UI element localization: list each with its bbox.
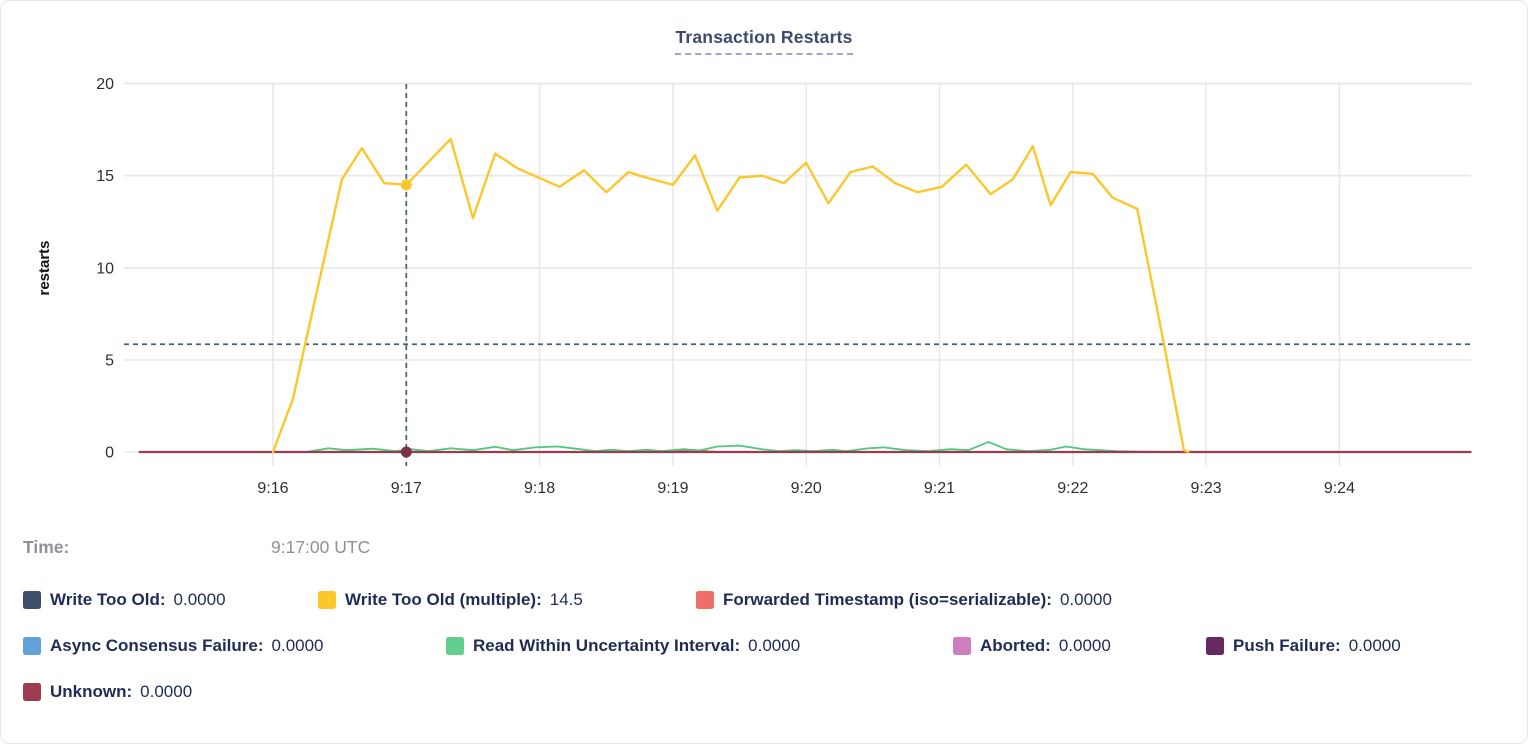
x-tick-label: 9:17 (391, 480, 422, 497)
legend-value: 0.0000 (1058, 636, 1111, 655)
legend-value: 14.5 (549, 590, 583, 609)
legend-swatch-icon (23, 637, 41, 655)
legend-item[interactable]: Write Too Old: 0.0000 (23, 590, 226, 610)
legend-label: Forwarded Timestamp (iso=serializable): (723, 590, 1052, 609)
legend-label: Read Within Uncertainty Interval: (473, 636, 741, 655)
legend-value: 0.0000 (1059, 590, 1112, 609)
legend-label: Aborted: (980, 636, 1051, 655)
legend-swatch-icon (23, 591, 41, 609)
x-tick-label: 9:21 (924, 480, 955, 497)
legend-label: Write Too Old: (50, 590, 166, 609)
hover-time-row: Time: 9:17:00 UTC (23, 537, 1507, 561)
legend-label: Unknown: (50, 682, 133, 701)
x-tick-label: 9:16 (257, 480, 288, 497)
legend-label: Push Failure: (1233, 636, 1341, 655)
x-tick-label: 9:20 (791, 480, 822, 497)
y-axis-label: restarts (36, 240, 53, 295)
legend-value: 0.0000 (748, 636, 801, 655)
y-tick-label: 20 (96, 76, 114, 93)
legend-label: Write Too Old (multiple): (345, 590, 542, 609)
chart-svg[interactable]: 0 5 10 15 20 9:16 9:17 9:18 9:19 9:20 9:21 9:22 9:23… (1, 1, 1528, 513)
legend-item[interactable]: Read Within Uncertainty Interval: 0.0000 (446, 636, 800, 656)
legend-item[interactable]: Unknown: 0.0000 (23, 682, 192, 702)
x-tick-label: 9:24 (1324, 480, 1355, 497)
time-label: Time: (23, 537, 70, 557)
time-value: 9:17:00 UTC (271, 537, 371, 557)
legend-item[interactable]: Async Consensus Failure: 0.0000 (23, 636, 324, 656)
y-tick-label: 5 (105, 352, 114, 369)
cursor-dot (400, 446, 412, 458)
x-tick-label: 9:22 (1057, 480, 1088, 497)
legend-item[interactable]: Aborted: 0.0000 (953, 636, 1111, 656)
legend-row-3: Unknown: 0.0000 (23, 682, 1507, 708)
series-line (271, 137, 1190, 454)
legend-value: 0.0000 (173, 590, 226, 609)
legend-swatch-icon (1206, 637, 1224, 655)
legend-swatch-icon (696, 591, 714, 609)
legend-label: Async Consensus Failure: (50, 636, 264, 655)
chart-title-text[interactable]: Transaction Restarts (675, 27, 853, 55)
legend-value: 0.0000 (1348, 636, 1401, 655)
legend-value: 0.0000 (271, 636, 324, 655)
legend-item[interactable]: Write Too Old (multiple): 14.5 (318, 590, 583, 610)
legend-value: 0.0000 (140, 682, 193, 701)
series-line (305, 440, 1174, 453)
chart-title: Transaction Restarts (1, 27, 1527, 55)
legend-swatch-icon (318, 591, 336, 609)
legend-swatch-icon (446, 637, 464, 655)
cursor-dot (400, 179, 412, 191)
x-tick-label: 9:19 (657, 480, 688, 497)
y-tick-label: 0 (105, 445, 114, 462)
x-tick-label: 9:18 (524, 480, 555, 497)
y-tick-label: 15 (96, 168, 114, 185)
y-tick-label: 10 (96, 260, 114, 277)
legend-row-1: Write Too Old: 0.0000 Write Too Old (multi… (23, 590, 1507, 616)
legend-item[interactable]: Push Failure: 0.0000 (1206, 636, 1401, 656)
legend-row-2: Async Consensus Failure: 0.0000 Read Withi… (23, 636, 1507, 662)
x-tick-label: 9:23 (1191, 480, 1222, 497)
legend-item[interactable]: Forwarded Timestamp (iso=serializable): 0… (696, 590, 1112, 610)
legend-swatch-icon (23, 683, 41, 701)
legend-swatch-icon (953, 637, 971, 655)
